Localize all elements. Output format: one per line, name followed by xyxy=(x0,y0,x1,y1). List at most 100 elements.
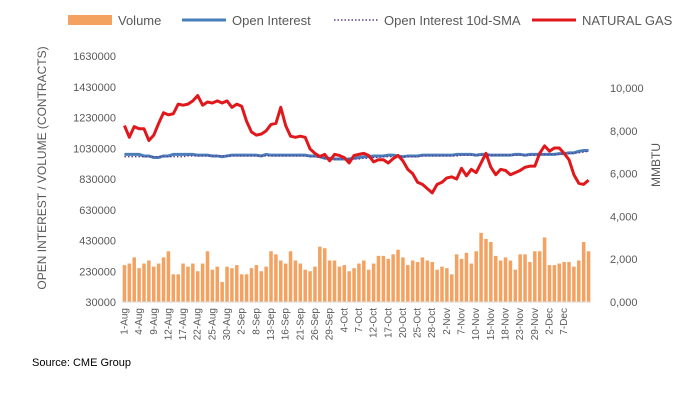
volume-bar xyxy=(230,268,234,302)
x-tick-label: 16-Sep xyxy=(281,308,292,341)
volume-bar xyxy=(391,254,395,302)
volume-bar xyxy=(503,257,508,302)
x-tick-label: 12-Aug xyxy=(163,308,174,340)
volume-bar xyxy=(352,268,356,302)
legend-natural-gas-label: NATURAL GAS xyxy=(582,13,673,28)
legend-sma-label: Open Interest 10d-SMA xyxy=(384,13,521,28)
volume-bar xyxy=(440,266,444,302)
volume-bar xyxy=(572,266,576,302)
volume-bar xyxy=(249,268,254,302)
y-tick-label: 1230000 xyxy=(73,113,116,125)
volume-bar xyxy=(489,242,493,302)
legend-volume-label: Volume xyxy=(118,13,161,28)
legend: Volume Open Interest Open Interest 10d-S… xyxy=(68,13,673,28)
open-interest-sma-line xyxy=(124,150,589,160)
y2-tick-label: 0,000 xyxy=(610,297,638,309)
x-tick-label: 25-Aug xyxy=(207,308,218,340)
volume-bar xyxy=(577,260,581,302)
x-tick-label: 8-Sep xyxy=(251,308,262,335)
volume-bar xyxy=(366,269,371,302)
x-tick-label: 7-Oct xyxy=(354,308,365,333)
y2-tick-label: 8,000 xyxy=(610,126,638,138)
volume-bar xyxy=(493,255,498,303)
volume-bar xyxy=(357,263,361,302)
volume-bar xyxy=(581,242,586,302)
y2-axis-ticks: 10,000 8,000 6,000 4,000 2,000 0,000 xyxy=(610,83,644,309)
volume-bar xyxy=(327,260,332,302)
volume-bar xyxy=(161,257,166,302)
volume-bar xyxy=(542,237,547,302)
x-tick-label: 30-Aug xyxy=(222,308,233,340)
volume-bar xyxy=(318,246,322,302)
volume-bar xyxy=(464,252,469,302)
volume-bar xyxy=(137,268,141,302)
x-tick-label: 17-Aug xyxy=(178,308,189,340)
volume-bar xyxy=(239,274,244,302)
volume-bar xyxy=(537,251,542,302)
volume-bar xyxy=(376,255,381,303)
x-tick-label: 15-Nov xyxy=(486,308,497,340)
x-tick-label: 2-Nov xyxy=(442,308,453,335)
volume-bar xyxy=(523,254,527,302)
volume-bar xyxy=(205,251,210,302)
volume-bar xyxy=(474,251,478,302)
volume-bar xyxy=(557,263,562,302)
volume-bar xyxy=(401,257,405,302)
volume-bar xyxy=(244,274,249,302)
volume-bar xyxy=(264,266,268,302)
volume-bar xyxy=(176,274,180,302)
y-tick-label: 1430000 xyxy=(73,82,116,94)
volume-bar xyxy=(279,260,283,302)
volume-bar xyxy=(459,258,464,302)
volume-bar xyxy=(479,232,483,302)
y-tick-label: 230000 xyxy=(79,266,116,278)
volume-bar xyxy=(298,263,303,302)
open-interest-line xyxy=(124,149,589,161)
x-tick-label: 29-Nov xyxy=(530,308,541,340)
volume-bar xyxy=(586,251,591,302)
volume-bar xyxy=(498,260,503,302)
x-tick-label: 4-Aug xyxy=(134,308,145,335)
volume-bar xyxy=(191,263,195,302)
volume-bar xyxy=(562,262,566,302)
volume-bar xyxy=(386,258,391,302)
y-axis-ticks: 1630000 1430000 1230000 1030000 830000 630000… xyxy=(73,51,116,309)
volume-bar xyxy=(293,260,298,302)
x-tick-label: 13-Sep xyxy=(266,308,277,341)
legend-open-interest-label: Open Interest xyxy=(232,13,311,28)
y-axis-title: OPEN INTEREST / VOLUME (CONTRACTS) xyxy=(35,46,49,289)
volume-bar xyxy=(430,262,434,302)
y2-tick-label: 10,000 xyxy=(610,83,644,95)
x-tick-label: 28-Oct xyxy=(427,308,438,338)
x-tick-label: 7-Dec xyxy=(559,308,570,335)
y2-axis-title: MMBTU xyxy=(649,143,663,187)
volume-bar xyxy=(235,265,239,302)
volume-bar xyxy=(396,249,400,302)
x-tick-label: 17-Oct xyxy=(383,308,394,338)
volume-bar xyxy=(484,238,488,302)
volume-bar xyxy=(215,266,220,302)
x-tick-label: 10-Nov xyxy=(471,308,482,340)
volume-bar xyxy=(288,251,293,302)
x-tick-label: 1-Aug xyxy=(119,308,130,335)
volume-bar xyxy=(166,251,171,302)
volume-bar xyxy=(303,269,307,302)
volume-bar xyxy=(371,263,376,302)
volume-bar xyxy=(513,269,518,302)
volume-bar xyxy=(445,268,449,302)
y-tick-label: 630000 xyxy=(79,205,116,217)
volume-bar xyxy=(362,260,366,302)
x-tick-label: 4-Oct xyxy=(339,308,350,333)
volume-bar xyxy=(308,271,312,302)
volume-bar xyxy=(156,263,161,302)
y-tick-label: 830000 xyxy=(79,174,116,186)
volume-bar xyxy=(313,266,317,302)
volume-bar xyxy=(254,265,259,302)
volume-bar xyxy=(454,254,459,302)
volume-bar xyxy=(259,271,263,302)
volume-bar xyxy=(342,265,347,302)
x-tick-label: 12-Oct xyxy=(369,308,380,338)
volume-bar xyxy=(322,248,327,302)
x-tick-label: 25-Oct xyxy=(413,308,424,338)
